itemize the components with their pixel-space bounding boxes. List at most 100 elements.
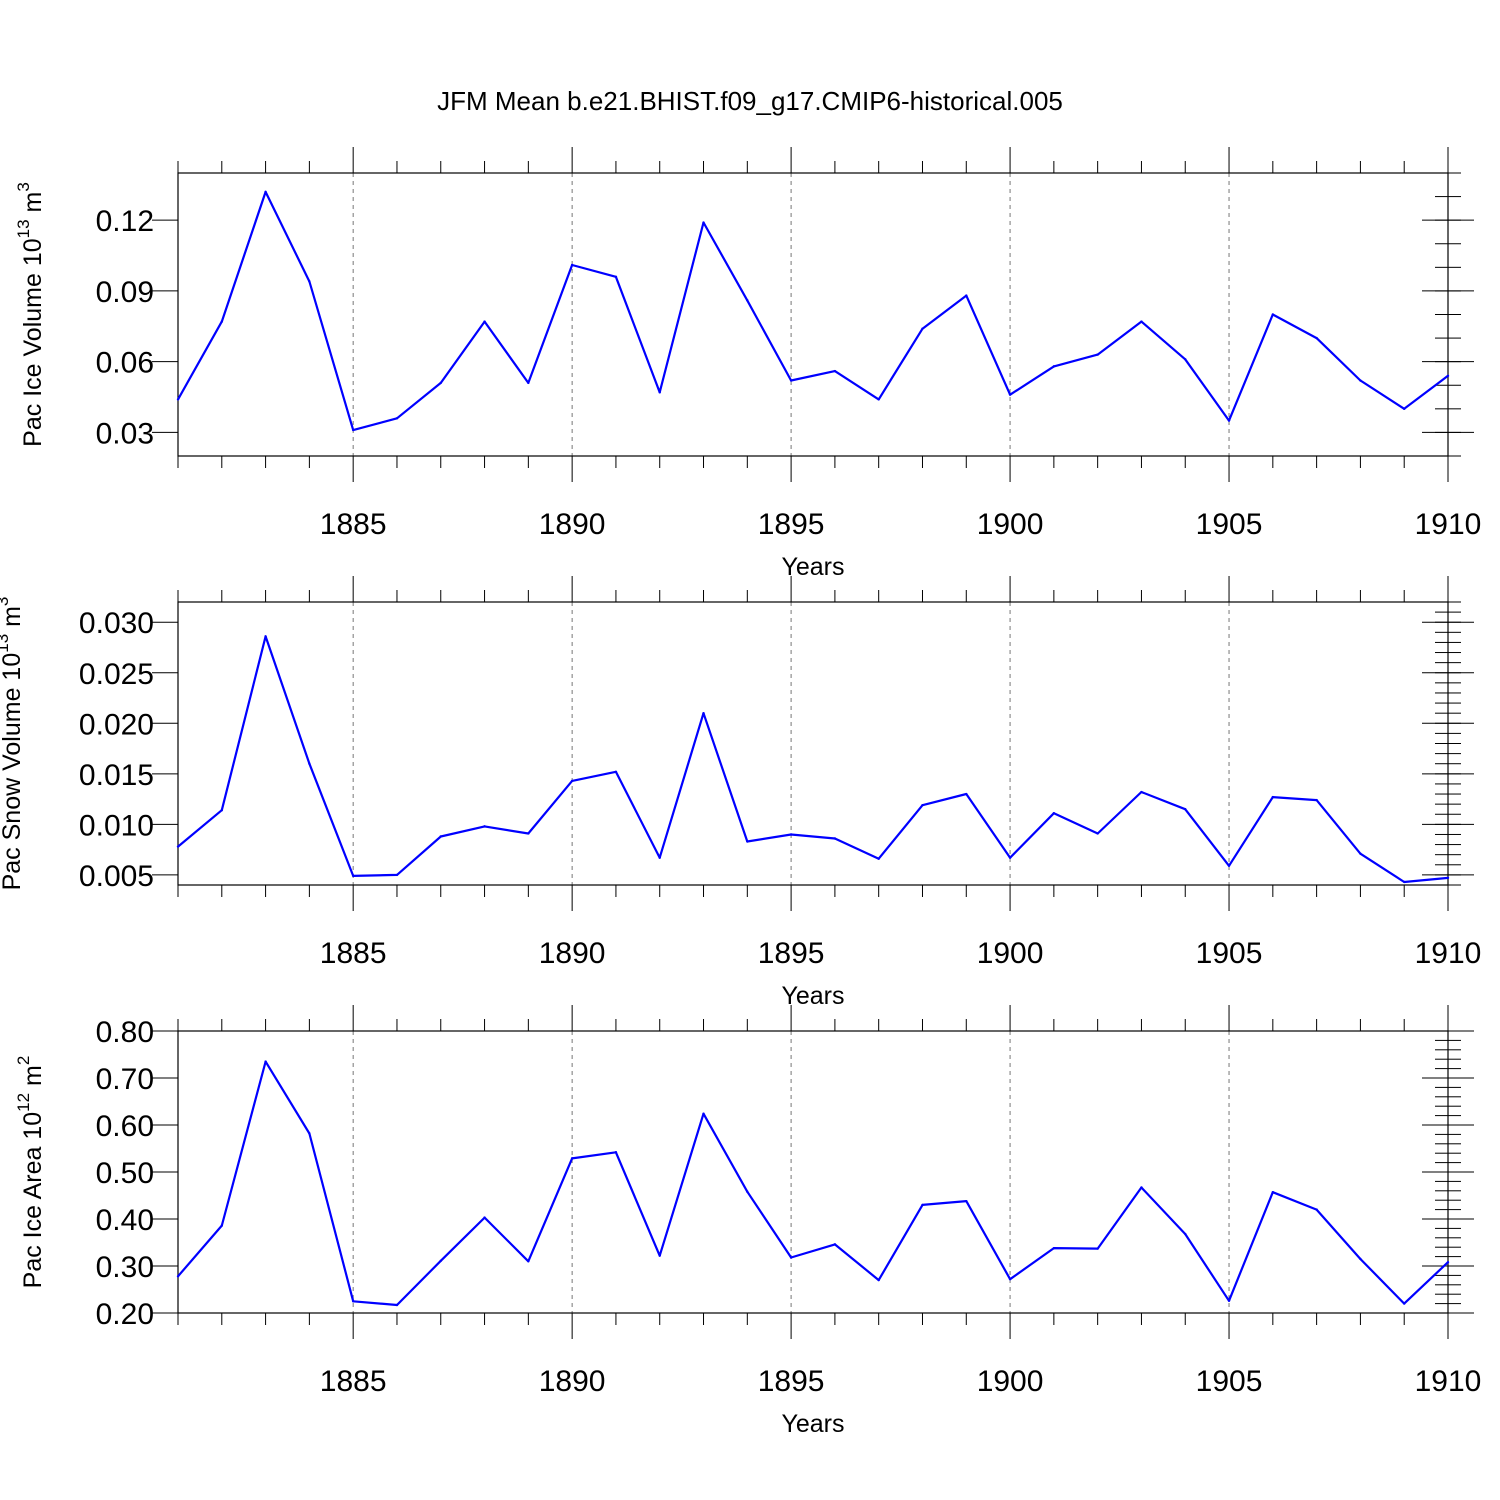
x-tick-label: 1900 (977, 1365, 1044, 1398)
y-tick-label: 0.80 (96, 1016, 154, 1049)
data-point (1271, 795, 1275, 799)
data-point (789, 833, 793, 836)
data-point (1052, 812, 1056, 815)
y-axis-label-exponent: 13 (0, 634, 12, 653)
data-point (264, 190, 267, 194)
data-point (1140, 320, 1143, 323)
data-point (395, 417, 399, 420)
data-point (833, 369, 837, 373)
x-tick-label: 1890 (539, 937, 606, 970)
data-point (1403, 407, 1406, 411)
data-point (965, 294, 968, 297)
y-tick-label: 0.06 (96, 347, 154, 380)
data-point (395, 1303, 399, 1307)
x-axis-label: Years (781, 1410, 844, 1438)
data-point (1184, 358, 1187, 361)
y-axis-label-unit-exponent: 2 (14, 1056, 33, 1065)
y-axis-label-unit: m (19, 1065, 47, 1093)
y-tick-label: 0.50 (96, 1157, 154, 1190)
x-tick-label: 1900 (977, 508, 1044, 541)
y-axis-label-unit: m (19, 192, 47, 220)
data-point (965, 792, 968, 796)
data-point (1315, 336, 1318, 340)
data-point (1140, 1186, 1143, 1189)
y-axis-label-text: Pac Ice Volume 10 (19, 238, 47, 446)
data-point (1403, 1302, 1406, 1305)
x-tick-label: 1910 (1415, 1365, 1482, 1398)
data-point (1184, 1232, 1187, 1236)
plot-frame (177, 1030, 1449, 1314)
y-tick-label: 0.020 (79, 708, 154, 741)
data-point (1359, 1257, 1362, 1261)
data-point (1184, 807, 1187, 811)
y-tick-label: 0.010 (79, 809, 154, 842)
y-axis-label-text: Pac Snow Volume 10 (0, 653, 26, 891)
data-point (965, 1199, 968, 1203)
data-point (702, 221, 705, 224)
data-point (746, 840, 749, 843)
data-point (877, 398, 880, 401)
x-tick-label: 1885 (320, 508, 387, 541)
data-point (1446, 374, 1450, 378)
y-axis-label: Pac Ice Area 1012 m2 (14, 1056, 47, 1289)
y-tick-label: 0.12 (96, 205, 154, 238)
y-tick-label: 0.030 (79, 607, 154, 640)
data-point (1359, 852, 1362, 855)
data-point (614, 1151, 618, 1154)
panel-ice-volume: 1885 1890 1895 1900 1905 1910 Years 0.03 0.06 0.0… (14, 147, 1481, 581)
data-point (614, 770, 618, 773)
data-point (921, 327, 924, 330)
y-tick-label: 0.40 (96, 1204, 154, 1237)
y-tick-label: 0.015 (79, 759, 154, 792)
x-axis-label: Years (781, 553, 844, 581)
x-tick-label: 1905 (1196, 508, 1263, 541)
data-point (658, 391, 661, 394)
data-point (1359, 379, 1362, 382)
chart-title: JFM Mean b.e21.BHIST.f09_g17.CMIP6-histo… (437, 86, 1063, 116)
data-point (789, 379, 793, 382)
data-point (746, 1190, 749, 1193)
data-point (1052, 365, 1056, 368)
data-point (1315, 1208, 1318, 1211)
data-point (1052, 1246, 1056, 1250)
data-point (1271, 313, 1275, 316)
data-point (483, 1216, 486, 1219)
data-point (1315, 798, 1318, 802)
data-point (176, 398, 180, 401)
data-point (264, 1060, 267, 1063)
data-point (658, 856, 661, 859)
y-axis-label-exponent: 13 (14, 219, 33, 238)
data-point (220, 809, 223, 812)
data-point (921, 803, 924, 807)
y-axis-label-unit: m (0, 606, 26, 634)
data-point (176, 1275, 180, 1278)
data-point (351, 874, 355, 878)
y-axis-label: Pac Ice Volume 1013 m3 (14, 182, 47, 447)
data-point (1227, 419, 1231, 422)
data-point (833, 837, 837, 840)
panel-snow-volume: 1885 1890 1895 1900 1905 1910 Years 0.005 0.010 0… (0, 576, 1481, 1010)
data-point (527, 381, 530, 385)
data-point (527, 1260, 530, 1263)
plot-frame (177, 601, 1449, 886)
data-point (176, 845, 180, 848)
data-point (1008, 393, 1012, 396)
data-point (658, 1254, 661, 1257)
x-tick-label: 1895 (758, 1365, 825, 1398)
data-point (220, 1224, 223, 1227)
data-point (1446, 1261, 1450, 1264)
data-point (1096, 832, 1099, 835)
data-point (1446, 876, 1450, 880)
data-point (1096, 1247, 1099, 1250)
y-axis-label: Pac Snow Volume 1013 m3 (0, 597, 26, 891)
x-tick-label: 1885 (320, 1365, 387, 1398)
x-tick-label: 1885 (320, 937, 387, 970)
y-axis-label-unit-exponent: 3 (14, 182, 33, 191)
data-point (570, 779, 574, 783)
data-point (570, 1157, 574, 1160)
data-point (483, 320, 486, 323)
y-tick-label: 0.70 (96, 1063, 154, 1096)
x-tick-label: 1905 (1196, 937, 1263, 970)
data-point (220, 320, 223, 323)
